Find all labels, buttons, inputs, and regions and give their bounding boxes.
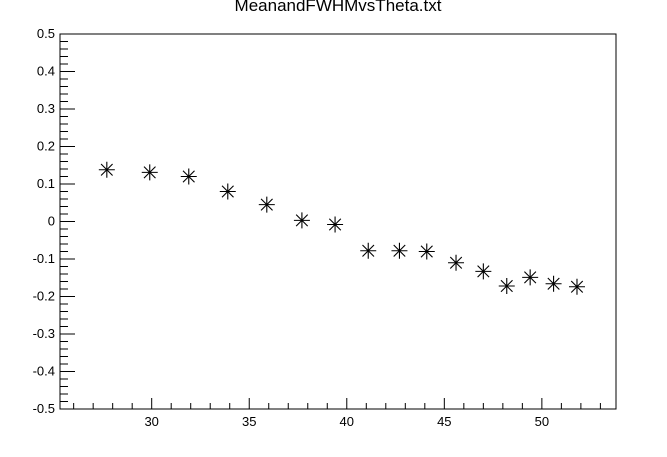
data-point <box>141 164 158 181</box>
x-tick-label: 30 <box>144 414 158 429</box>
data-points <box>98 161 585 295</box>
data-point <box>327 216 344 233</box>
data-point <box>475 263 492 280</box>
data-point <box>180 168 197 185</box>
x-tick-label: 35 <box>242 414 256 429</box>
data-point <box>498 278 515 294</box>
data-point <box>448 254 465 271</box>
chart-title: MeanandFWHMvsTheta.txt <box>235 0 442 15</box>
y-tick-label: -0.1 <box>33 251 55 266</box>
data-point <box>98 161 115 178</box>
data-point <box>293 212 310 229</box>
y-tick-label: 0.1 <box>37 176 55 191</box>
y-tick-label: -0.2 <box>33 289 55 304</box>
y-tick-label: 0.5 <box>37 26 55 41</box>
x-tick-label: 45 <box>437 414 451 429</box>
y-tick-label: -0.4 <box>33 364 55 379</box>
y-tick-label: 0.3 <box>37 101 55 116</box>
axis-ticks <box>60 33 601 410</box>
x-tick-label: 50 <box>535 414 549 429</box>
data-point <box>568 278 585 295</box>
y-tick-label: -0.5 <box>33 401 55 416</box>
y-tick-label: 0.2 <box>37 139 55 154</box>
data-point <box>219 183 236 200</box>
data-point <box>522 269 539 286</box>
data-point <box>360 242 377 259</box>
y-tick-label: 0.4 <box>37 64 55 79</box>
data-point <box>258 196 275 213</box>
data-point <box>545 275 562 292</box>
data-point <box>418 243 435 260</box>
data-point <box>391 242 408 259</box>
y-tick-label: -0.3 <box>33 326 55 341</box>
x-tick-label: 40 <box>340 414 354 429</box>
y-tick-label: 0 <box>48 214 55 229</box>
axis-tick-labels: -0.5 -0.4 -0.3 -0.2 -0.1 0 0.1 0.2 0.3 0.4 0.5 30 35… <box>33 26 550 429</box>
